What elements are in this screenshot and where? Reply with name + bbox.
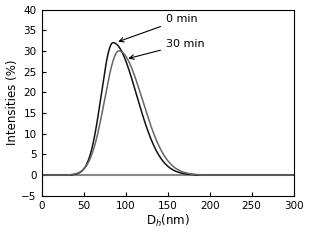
Text: 30 min: 30 min xyxy=(129,39,205,59)
X-axis label: D$_h$(nm): D$_h$(nm) xyxy=(146,213,189,229)
Y-axis label: Intensities (%): Intensities (%) xyxy=(6,60,19,145)
Text: 0 min: 0 min xyxy=(119,14,197,42)
